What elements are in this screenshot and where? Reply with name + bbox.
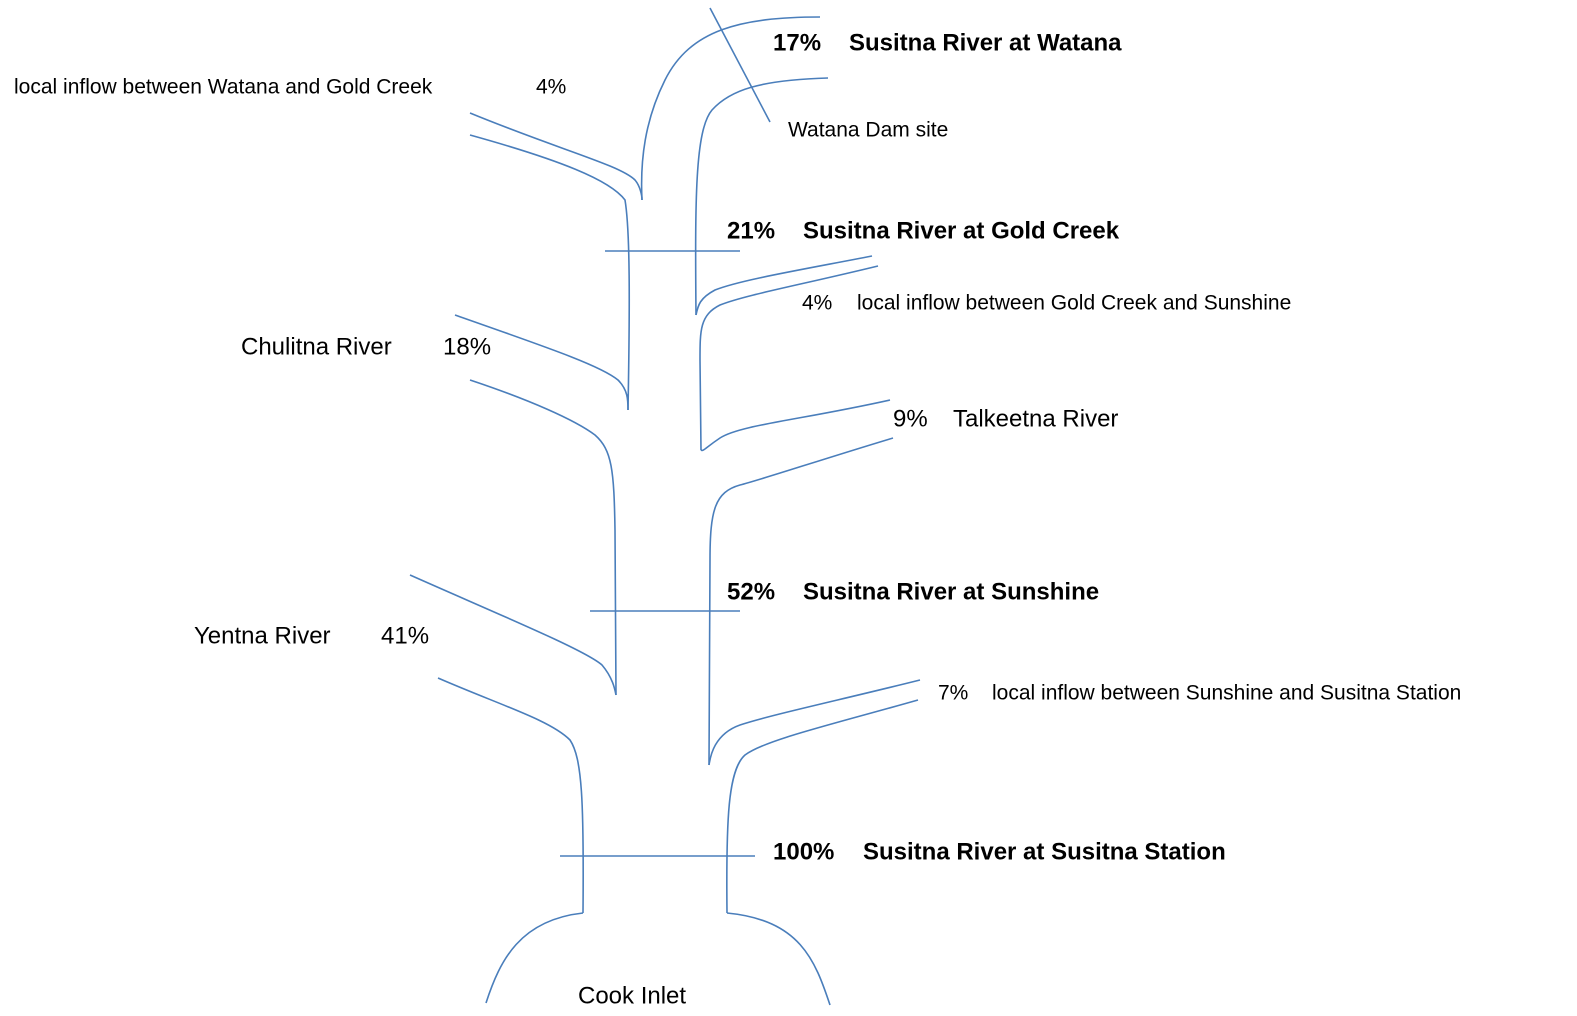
bank — [454, 314, 629, 411]
bank — [708, 437, 894, 766]
tributary-name: local inflow between Watana and Gold Cre… — [14, 76, 433, 99]
gauge-percent: 52% — [727, 578, 775, 605]
tributary-percent: 7% — [938, 682, 968, 705]
bank — [469, 134, 631, 411]
gauge-name: Susitna River at Sunshine — [803, 578, 1099, 605]
bank — [469, 112, 643, 201]
tributary-name: local inflow between Sunshine and Susitn… — [992, 682, 1461, 705]
river-banks — [409, 16, 921, 1006]
tributary-name: Yentna River — [194, 622, 331, 649]
bank — [485, 912, 584, 1004]
bank — [695, 255, 873, 316]
gauge-name: Susitna River at Watana — [849, 29, 1122, 56]
mouth-label: Cook Inlet — [578, 982, 686, 1009]
bank — [699, 265, 879, 451]
bank — [694, 77, 829, 316]
bank — [725, 699, 919, 914]
bank — [640, 16, 821, 201]
gauge-percent: 100% — [773, 838, 834, 865]
tributary-percent: 4% — [802, 292, 832, 315]
tributary-percent: 41% — [381, 622, 429, 649]
tributary-name: Talkeetna River — [953, 405, 1118, 432]
tributary-percent: 4% — [536, 76, 566, 99]
bank — [726, 912, 831, 1006]
bank — [409, 574, 617, 696]
gauge-percent: 17% — [773, 29, 821, 56]
dam-site-label: Watana Dam site — [788, 119, 948, 142]
tributary-percent: 18% — [443, 333, 491, 360]
gauge-lines — [560, 7, 771, 857]
tributary-name: Chulitna River — [241, 333, 392, 360]
tributary-name: local inflow between Gold Creek and Suns… — [857, 292, 1291, 315]
dam-line — [709, 7, 771, 123]
gauge-name: Susitna River at Gold Creek — [803, 217, 1120, 244]
bank — [700, 399, 891, 452]
gauge-name: Susitna River at Susitna Station — [863, 838, 1226, 865]
gauge-percent: 21% — [727, 217, 775, 244]
bank — [437, 677, 585, 914]
tributary-percent: 9% — [893, 405, 928, 432]
bank — [469, 379, 617, 696]
bank — [708, 679, 921, 766]
